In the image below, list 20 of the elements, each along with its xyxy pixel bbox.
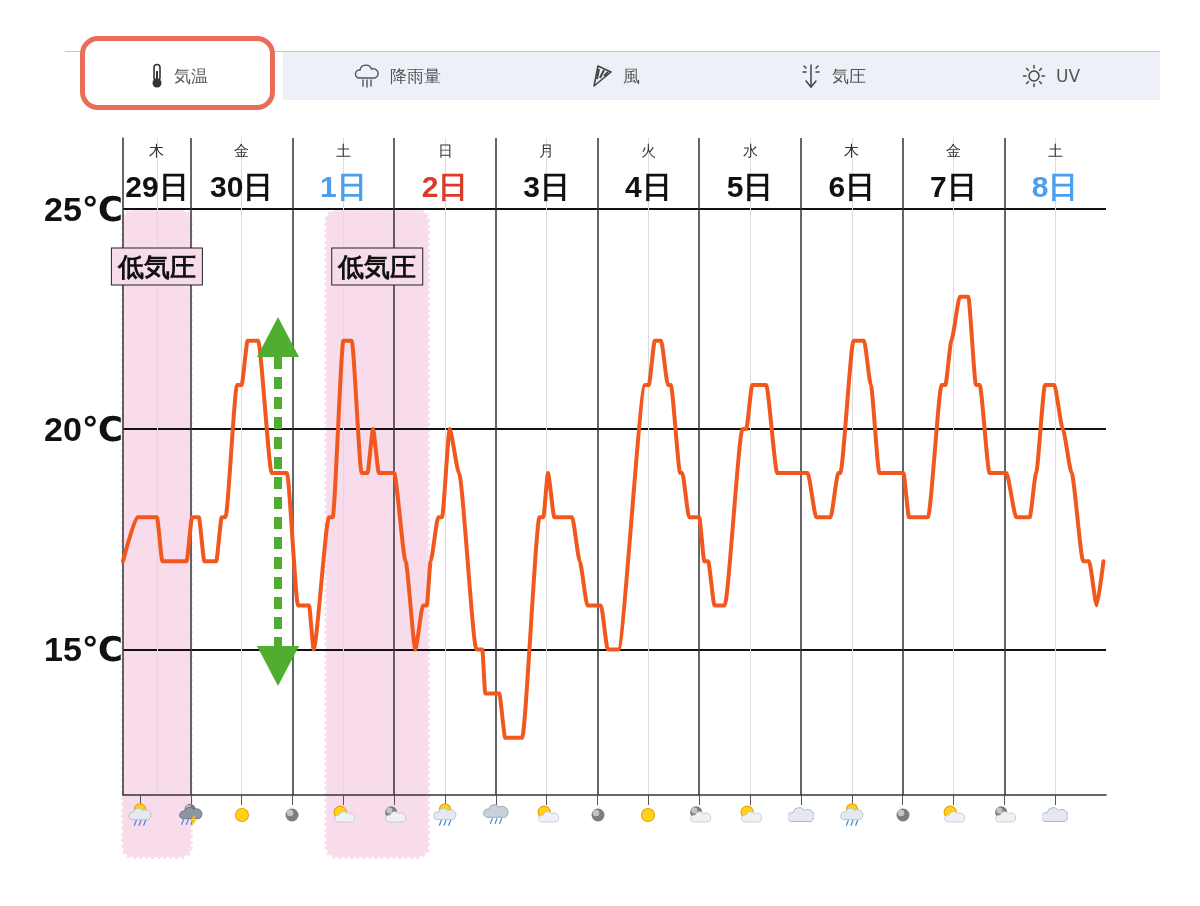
x-tick-label: 金 7日 [930,142,977,203]
x-tick-label: 金 30日 [209,142,274,203]
x-tick-label: 火 4日 [625,142,672,203]
x-tick-label: 月 3日 [523,142,571,203]
x-tick-label: 土 1日 [319,142,367,203]
x-tick-label: 水 5日 [726,142,774,203]
band-label: 低気圧 [337,251,417,282]
x-tick-label: 日 2日 [421,142,469,203]
text: 風 [622,64,640,88]
text: 気圧 [832,64,866,88]
text: 降雨量 [389,64,441,88]
x-tick-label: 木 29日 [125,142,189,203]
y-tick-label: 15℃ [44,630,123,669]
band-label: 低気圧 [116,251,196,282]
text: 気温 [174,64,208,88]
text: UV [1055,66,1081,86]
x-tick-label: 木 6日 [828,142,876,203]
y-tick-label: 20℃ [44,410,123,449]
x-tick-label: 土 8日 [1031,142,1079,203]
y-tick-label: 25℃ [44,189,123,228]
